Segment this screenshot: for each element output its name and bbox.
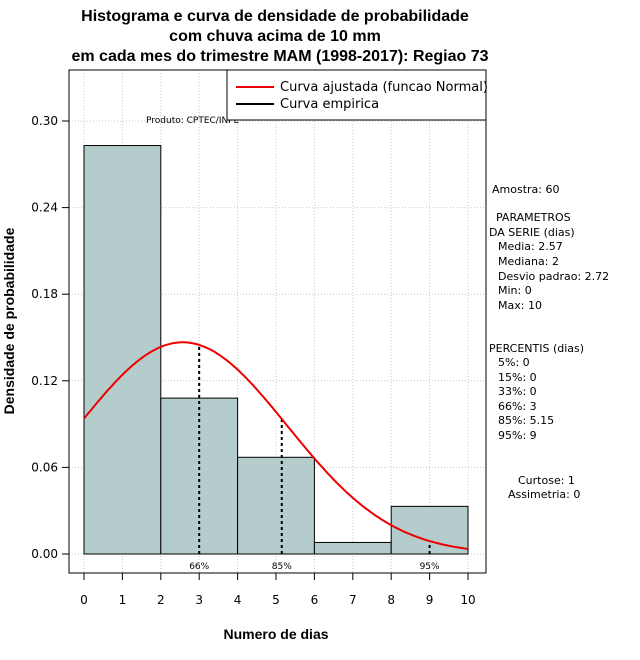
x-tick-label: 6 [311, 593, 319, 607]
x-tick-label: 10 [460, 593, 475, 607]
chart-title-line-3: em cada mes do trimestre MAM (1998-2017)… [71, 48, 488, 65]
percentile-lines: 66% 85% 95% [189, 344, 440, 572]
histogram-bar [313, 541, 392, 555]
x-tick-label: 2 [157, 593, 165, 607]
percentil-item: 95%: 9 [498, 429, 537, 442]
x-tick-label: 7 [349, 593, 357, 607]
x-tick-label: 8 [387, 593, 395, 607]
y-tick-label: 0.24 [31, 201, 58, 215]
percentil-item: 5%: 0 [498, 356, 530, 369]
curtose: Curtose: 1 [518, 474, 575, 487]
legend-label-empirical: Curva empirica [280, 97, 379, 112]
y-tick-label: 0.00 [31, 547, 58, 561]
param-item: Max: 10 [498, 299, 542, 312]
x-axis-title: Numero de dias [223, 626, 328, 642]
x-tick-label: 9 [426, 593, 434, 607]
legend-label-fit: Curva ajustada (funcao Normal) [280, 80, 488, 95]
x-tick-label: 4 [234, 593, 242, 607]
chart-title-line-1: Histograma e curva de densidade de proba… [81, 8, 469, 25]
params-title-1: PARAMETROS [496, 211, 571, 224]
legend-box [226, 69, 487, 121]
product-label: Produto: CPTEC/INPE [146, 116, 240, 126]
normal-fit-curve [83, 341, 469, 550]
normal-curve-layer [83, 341, 469, 550]
assimetria: Assimetria: 0 [508, 488, 580, 501]
x-tick-label: 0 [80, 593, 88, 607]
y-tick-label: 0.18 [31, 287, 58, 301]
percentil-item: 15%: 0 [498, 371, 537, 384]
chart-title-line-2: com chuva acima de 10 mm [169, 28, 381, 45]
y-axis-title: Densidade de probabilidade [1, 227, 17, 414]
percentile-label: 85% [272, 562, 292, 572]
percentil-item: 85%: 5.15 [498, 414, 554, 427]
percentil-item: 33%: 0 [498, 385, 537, 398]
param-item: Mediana: 2 [498, 255, 559, 268]
x-tick-label: 1 [119, 593, 127, 607]
y-tick-label: 0.30 [31, 114, 58, 128]
percentile-label: 95% [420, 562, 440, 572]
percentil-item: 66%: 3 [498, 400, 537, 413]
histogram-bar [237, 456, 315, 555]
percentile-label: 66% [189, 562, 209, 572]
params-title-2: DA SERIE (dias) [489, 226, 575, 239]
legend: Curva ajustada (funcao Normal) Curva emp… [226, 69, 488, 121]
sample-size: Amostra: 60 [492, 183, 559, 196]
y-tick-label: 0.06 [31, 460, 58, 474]
histogram-bar [83, 145, 162, 555]
x-tick-label: 5 [272, 593, 280, 607]
statistics-panel: Amostra: 60 PARAMETROS DA SERIE (dias) M… [489, 183, 609, 501]
param-item: Min: 0 [498, 284, 532, 297]
percentis-title: PERCENTIS (dias) [489, 342, 584, 355]
y-axis: 0.00 0.06 0.12 0.18 0.24 0.30 [31, 114, 70, 561]
x-tick-label: 3 [195, 593, 203, 607]
histogram-bars [83, 145, 469, 555]
param-item: Desvio padrao: 2.72 [498, 270, 609, 283]
y-tick-label: 0.12 [31, 374, 58, 388]
x-axis: 0 1 2 3 4 5 6 7 8 9 10 [80, 572, 476, 607]
param-item: Media: 2.57 [498, 240, 563, 253]
